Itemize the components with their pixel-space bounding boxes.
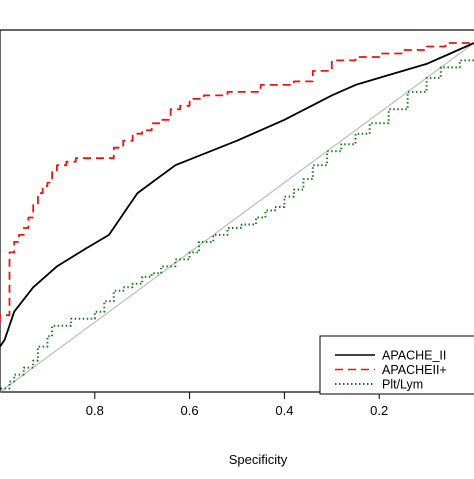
legend-label-3: Plt/Lym (382, 378, 423, 392)
x-tick-label-4: 0.2 (370, 403, 388, 418)
legend-box (319, 335, 474, 395)
series-line-2 (0, 42, 474, 323)
x-tick-label-3: 0.4 (275, 403, 293, 418)
series-line-3 (0, 59, 474, 392)
plot-frame (0, 29, 474, 393)
x-tick-label-2: 0.6 (181, 403, 199, 418)
series-layer (0, 42, 474, 392)
legend-label-2: APACHEII+ (382, 363, 447, 377)
x-axis-title: Specificity (229, 452, 288, 467)
x-tick-label-1: 0.8 (86, 403, 104, 418)
series-line-1 (0, 42, 474, 348)
reference-line-layer (0, 42, 474, 393)
legend-label-1: APACHE_II (382, 349, 446, 363)
reference-diagonal-line (0, 42, 474, 393)
x-axis-ticks: 0.8 0.6 0.4 0.2 (86, 392, 388, 418)
